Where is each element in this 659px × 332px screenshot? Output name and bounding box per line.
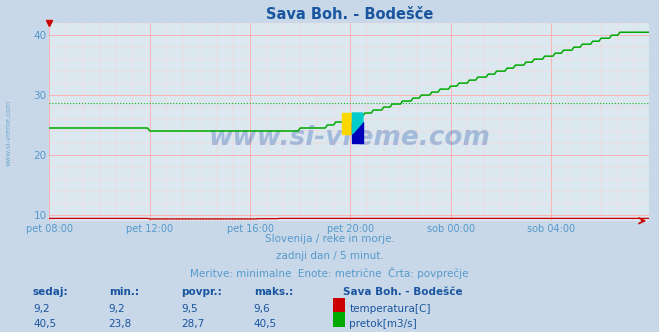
Text: www.si-vreme.com: www.si-vreme.com — [208, 125, 490, 151]
Text: temperatura[C]: temperatura[C] — [349, 304, 431, 314]
Text: povpr.:: povpr.: — [181, 287, 222, 297]
Text: 9,6: 9,6 — [254, 304, 270, 314]
Bar — [342, 113, 353, 134]
Polygon shape — [353, 113, 363, 134]
Text: zadnji dan / 5 minut.: zadnji dan / 5 minut. — [275, 251, 384, 261]
Text: 40,5: 40,5 — [254, 319, 277, 329]
Text: maks.:: maks.: — [254, 287, 293, 297]
Text: pretok[m3/s]: pretok[m3/s] — [349, 319, 417, 329]
Text: sedaj:: sedaj: — [33, 287, 69, 297]
Text: 40,5: 40,5 — [33, 319, 56, 329]
Text: 9,2: 9,2 — [109, 304, 125, 314]
Text: min.:: min.: — [109, 287, 139, 297]
Text: Sava Boh. - Bodešče: Sava Boh. - Bodešče — [343, 287, 463, 297]
Text: 9,5: 9,5 — [181, 304, 198, 314]
Bar — [353, 122, 363, 143]
Text: 28,7: 28,7 — [181, 319, 204, 329]
Text: www.si-vreme.com: www.si-vreme.com — [5, 100, 12, 166]
Title: Sava Boh. - Bodešče: Sava Boh. - Bodešče — [266, 7, 433, 22]
Text: 23,8: 23,8 — [109, 319, 132, 329]
Text: Meritve: minimalne  Enote: metrične  Črta: povprečje: Meritve: minimalne Enote: metrične Črta:… — [190, 267, 469, 279]
Text: 9,2: 9,2 — [33, 304, 49, 314]
Text: Slovenija / reke in morje.: Slovenija / reke in morje. — [264, 234, 395, 244]
